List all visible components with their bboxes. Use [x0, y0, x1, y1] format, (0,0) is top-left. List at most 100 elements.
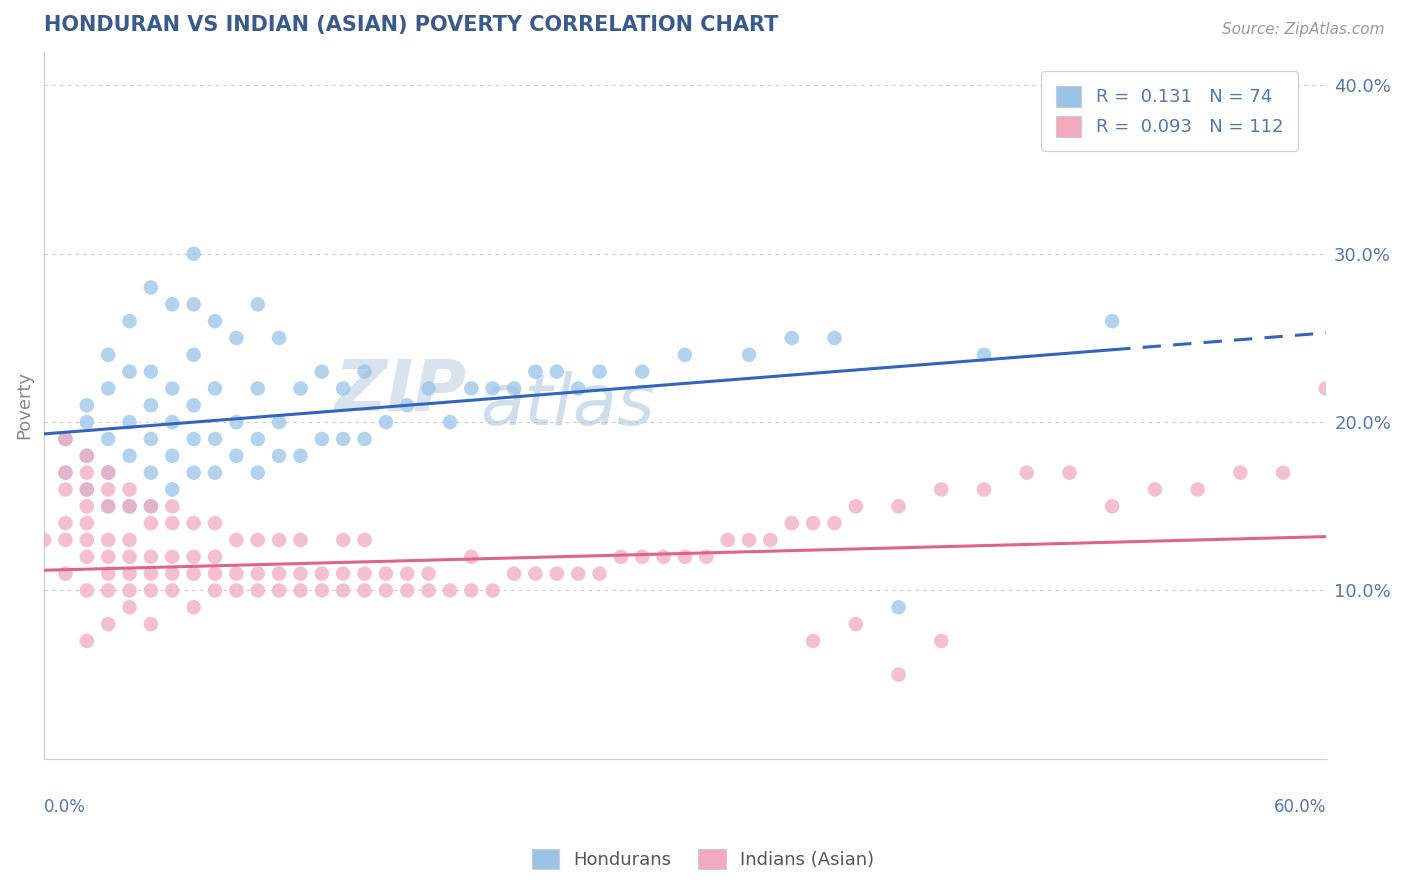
- Text: 0.0%: 0.0%: [44, 797, 86, 815]
- Point: [225, 583, 247, 598]
- Point: [183, 549, 205, 564]
- Point: [183, 516, 205, 530]
- Point: [118, 583, 141, 598]
- Point: [439, 415, 461, 429]
- Point: [162, 566, 184, 581]
- Point: [118, 533, 141, 547]
- Point: [118, 500, 141, 514]
- Point: [246, 566, 269, 581]
- Point: [118, 483, 141, 497]
- Point: [588, 365, 610, 379]
- Point: [55, 466, 77, 480]
- Point: [845, 617, 868, 632]
- Point: [1101, 500, 1123, 514]
- Point: [481, 382, 503, 396]
- Point: [1315, 382, 1337, 396]
- Point: [929, 483, 952, 497]
- Point: [139, 566, 162, 581]
- Point: [246, 466, 269, 480]
- Point: [225, 449, 247, 463]
- Point: [97, 466, 120, 480]
- Point: [139, 583, 162, 598]
- Point: [162, 449, 184, 463]
- Point: [311, 566, 333, 581]
- Point: [204, 432, 226, 446]
- Point: [290, 533, 312, 547]
- Point: [139, 432, 162, 446]
- Legend: R =  0.131   N = 74, R =  0.093   N = 112: R = 0.131 N = 74, R = 0.093 N = 112: [1042, 71, 1298, 151]
- Point: [162, 516, 184, 530]
- Point: [418, 566, 440, 581]
- Point: [887, 500, 910, 514]
- Point: [418, 382, 440, 396]
- Point: [460, 549, 482, 564]
- Point: [738, 533, 761, 547]
- Point: [55, 533, 77, 547]
- Point: [183, 348, 205, 362]
- Point: [717, 533, 740, 547]
- Point: [204, 549, 226, 564]
- Point: [97, 483, 120, 497]
- Point: [311, 365, 333, 379]
- Point: [780, 516, 803, 530]
- Point: [97, 549, 120, 564]
- Point: [396, 566, 419, 581]
- Point: [76, 415, 98, 429]
- Point: [183, 466, 205, 480]
- Point: [1272, 466, 1295, 480]
- Point: [76, 583, 98, 598]
- Point: [183, 566, 205, 581]
- Point: [204, 566, 226, 581]
- Point: [610, 549, 633, 564]
- Point: [673, 549, 696, 564]
- Point: [1143, 483, 1166, 497]
- Point: [76, 398, 98, 412]
- Point: [524, 566, 547, 581]
- Point: [567, 382, 589, 396]
- Point: [55, 566, 77, 581]
- Point: [311, 583, 333, 598]
- Point: [139, 617, 162, 632]
- Point: [246, 432, 269, 446]
- Point: [162, 549, 184, 564]
- Point: [183, 247, 205, 261]
- Point: [973, 483, 995, 497]
- Point: [481, 583, 503, 598]
- Point: [267, 583, 290, 598]
- Point: [76, 449, 98, 463]
- Point: [503, 566, 526, 581]
- Point: [1059, 466, 1081, 480]
- Point: [759, 533, 782, 547]
- Point: [845, 500, 868, 514]
- Point: [97, 617, 120, 632]
- Point: [267, 566, 290, 581]
- Point: [76, 483, 98, 497]
- Point: [631, 549, 654, 564]
- Point: [76, 549, 98, 564]
- Point: [97, 583, 120, 598]
- Point: [204, 516, 226, 530]
- Point: [55, 516, 77, 530]
- Text: 60.0%: 60.0%: [1274, 797, 1326, 815]
- Point: [631, 365, 654, 379]
- Point: [801, 516, 824, 530]
- Text: Source: ZipAtlas.com: Source: ZipAtlas.com: [1222, 22, 1385, 37]
- Point: [652, 549, 675, 564]
- Point: [225, 566, 247, 581]
- Point: [1187, 483, 1209, 497]
- Point: [162, 500, 184, 514]
- Point: [374, 566, 396, 581]
- Point: [290, 382, 312, 396]
- Point: [290, 566, 312, 581]
- Point: [55, 466, 77, 480]
- Text: HONDURAN VS INDIAN (ASIAN) POVERTY CORRELATION CHART: HONDURAN VS INDIAN (ASIAN) POVERTY CORRE…: [44, 15, 779, 35]
- Point: [929, 634, 952, 648]
- Point: [139, 500, 162, 514]
- Point: [139, 549, 162, 564]
- Point: [246, 583, 269, 598]
- Point: [374, 583, 396, 598]
- Point: [97, 382, 120, 396]
- Point: [225, 415, 247, 429]
- Point: [183, 600, 205, 615]
- Point: [780, 331, 803, 345]
